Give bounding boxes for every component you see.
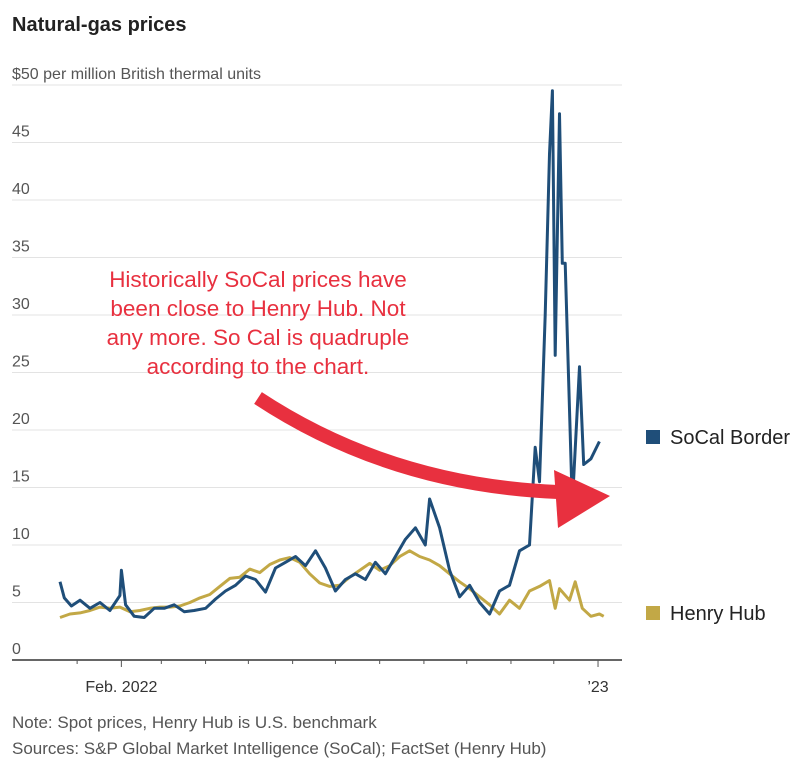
y-tick-label: 40	[12, 181, 30, 198]
x-tick-label: ’23	[587, 679, 608, 696]
y-tick-label: 5	[12, 584, 21, 601]
y-tick-label: 45	[12, 124, 30, 141]
chart-title: Natural-gas prices	[12, 14, 187, 36]
price-chart: 0 5 10 15 20 25 30 35 40 45 $50 per million Britis…	[12, 66, 790, 696]
annotation: Historically SoCal prices have been close…	[107, 267, 610, 528]
legend-label: SoCal Border	[670, 427, 790, 449]
y-tick-label: 20	[12, 411, 30, 428]
legend-label: Henry Hub	[670, 603, 766, 625]
chart-sources: Sources: S&P Global Market Intelligence …	[12, 739, 547, 758]
y-tick-label: 15	[12, 469, 30, 486]
series-lines	[58, 89, 605, 619]
x-tick-label: Feb. 2022	[85, 679, 157, 696]
annotation-text-line: any more. So Cal is quadruple	[107, 325, 410, 350]
legend-swatch	[646, 430, 660, 444]
annotation-arrow-head	[554, 470, 610, 528]
socal-border-line	[58, 89, 601, 619]
legend: SoCal Border Henry Hub	[646, 427, 790, 625]
y-tick-label: 10	[12, 526, 30, 543]
y-tick-label: 25	[12, 354, 30, 371]
y-axis-top-label: $50 per million British thermal units	[12, 66, 261, 83]
y-tick-label: 30	[12, 296, 30, 313]
y-tick-label: 35	[12, 239, 30, 256]
annotation-arrow-shaft	[254, 392, 559, 499]
y-tick-label: 0	[12, 641, 21, 658]
annotation-text-line: according to the chart.	[147, 354, 370, 379]
legend-swatch	[646, 606, 660, 620]
annotation-text-line: been close to Henry Hub. Not	[110, 296, 406, 321]
annotation-text-line: Historically SoCal prices have	[109, 267, 407, 292]
y-axis-ticks: 0 5 10 15 20 25 30 35 40 45 $50 per million Britis…	[12, 66, 261, 658]
x-axis-ticks: Feb. 2022 ’23	[12, 659, 622, 696]
chart-note: Note: Spot prices, Henry Hub is U.S. ben…	[12, 713, 377, 732]
